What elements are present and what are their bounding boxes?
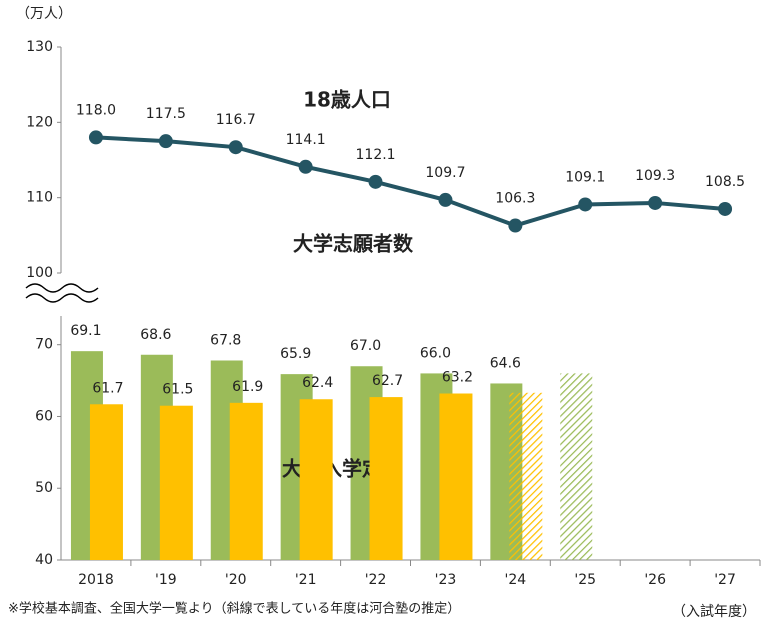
x-unit: （入試年度） xyxy=(672,604,756,620)
y-tick-label: 40 xyxy=(35,552,53,568)
data-label: 67.8 xyxy=(210,332,241,348)
data-label: 109.1 xyxy=(565,169,605,185)
data-label: 106.3 xyxy=(495,191,535,207)
data-label: 116.7 xyxy=(216,112,256,128)
bar xyxy=(439,393,473,560)
y2-tick-label: 110 xyxy=(26,190,53,206)
x-tick-label: '21 xyxy=(295,572,317,588)
data-label: 109.7 xyxy=(425,165,465,181)
y-tick-label: 70 xyxy=(35,337,53,353)
data-label: 118.0 xyxy=(76,102,116,118)
y-tick-label: 50 xyxy=(35,480,53,496)
point xyxy=(158,134,173,149)
x-tick-label: '24 xyxy=(505,572,527,588)
point xyxy=(368,174,383,189)
data-label: 67.0 xyxy=(350,338,381,354)
point xyxy=(718,201,733,216)
bar xyxy=(509,392,543,560)
y2-tick-label: 130 xyxy=(26,39,53,55)
series-label: 大学志願者数 xyxy=(293,232,414,256)
data-label: 62.7 xyxy=(372,373,403,389)
line xyxy=(95,135,726,228)
axis-break xyxy=(25,283,99,303)
data-label: 65.9 xyxy=(280,346,311,362)
bar xyxy=(299,399,333,560)
bar xyxy=(89,404,123,560)
data-label: 61.9 xyxy=(232,379,263,395)
x-tick-label: '26 xyxy=(644,572,666,588)
y2-tick-label: 100 xyxy=(26,265,53,281)
data-label: 61.5 xyxy=(162,382,193,398)
y-unit: （万人） xyxy=(16,6,72,22)
point xyxy=(648,195,663,210)
point xyxy=(88,130,103,145)
data-label: 61.7 xyxy=(92,380,123,396)
point xyxy=(298,159,313,174)
x-tick-label: 2018 xyxy=(78,572,114,588)
x-tick-label: '20 xyxy=(225,572,247,588)
data-label: 64.6 xyxy=(490,355,521,371)
bar xyxy=(159,405,193,560)
point xyxy=(578,197,593,212)
bar xyxy=(229,402,263,560)
bar xyxy=(560,373,593,560)
x-tick-label: '27 xyxy=(714,572,736,588)
note: ※学校基本調査、全国大学一覧より（斜線で表している年度は河合塾の推定） xyxy=(8,601,460,617)
y-tick-label: 60 xyxy=(35,408,53,424)
data-label: 66.0 xyxy=(420,345,451,361)
point xyxy=(438,192,453,207)
x-tick-label: '23 xyxy=(435,572,457,588)
data-label: 114.1 xyxy=(286,132,326,148)
data-label: 68.6 xyxy=(140,327,171,343)
point xyxy=(228,140,243,155)
data-label: 117.5 xyxy=(146,106,186,122)
x-tick-label: '22 xyxy=(365,572,387,588)
series-label: 18歳人口 xyxy=(303,88,391,112)
data-label: 62.4 xyxy=(302,375,333,391)
data-label: 109.3 xyxy=(635,168,675,184)
data-label: 112.1 xyxy=(356,147,396,163)
x-tick-label: '25 xyxy=(574,572,596,588)
data-label: 69.1 xyxy=(70,323,101,339)
data-label: 63.2 xyxy=(442,370,473,386)
data-label: 108.5 xyxy=(705,174,745,190)
bar xyxy=(369,397,403,560)
point xyxy=(508,218,523,233)
y2-tick-label: 120 xyxy=(26,114,53,130)
x-tick-label: '19 xyxy=(155,572,177,588)
